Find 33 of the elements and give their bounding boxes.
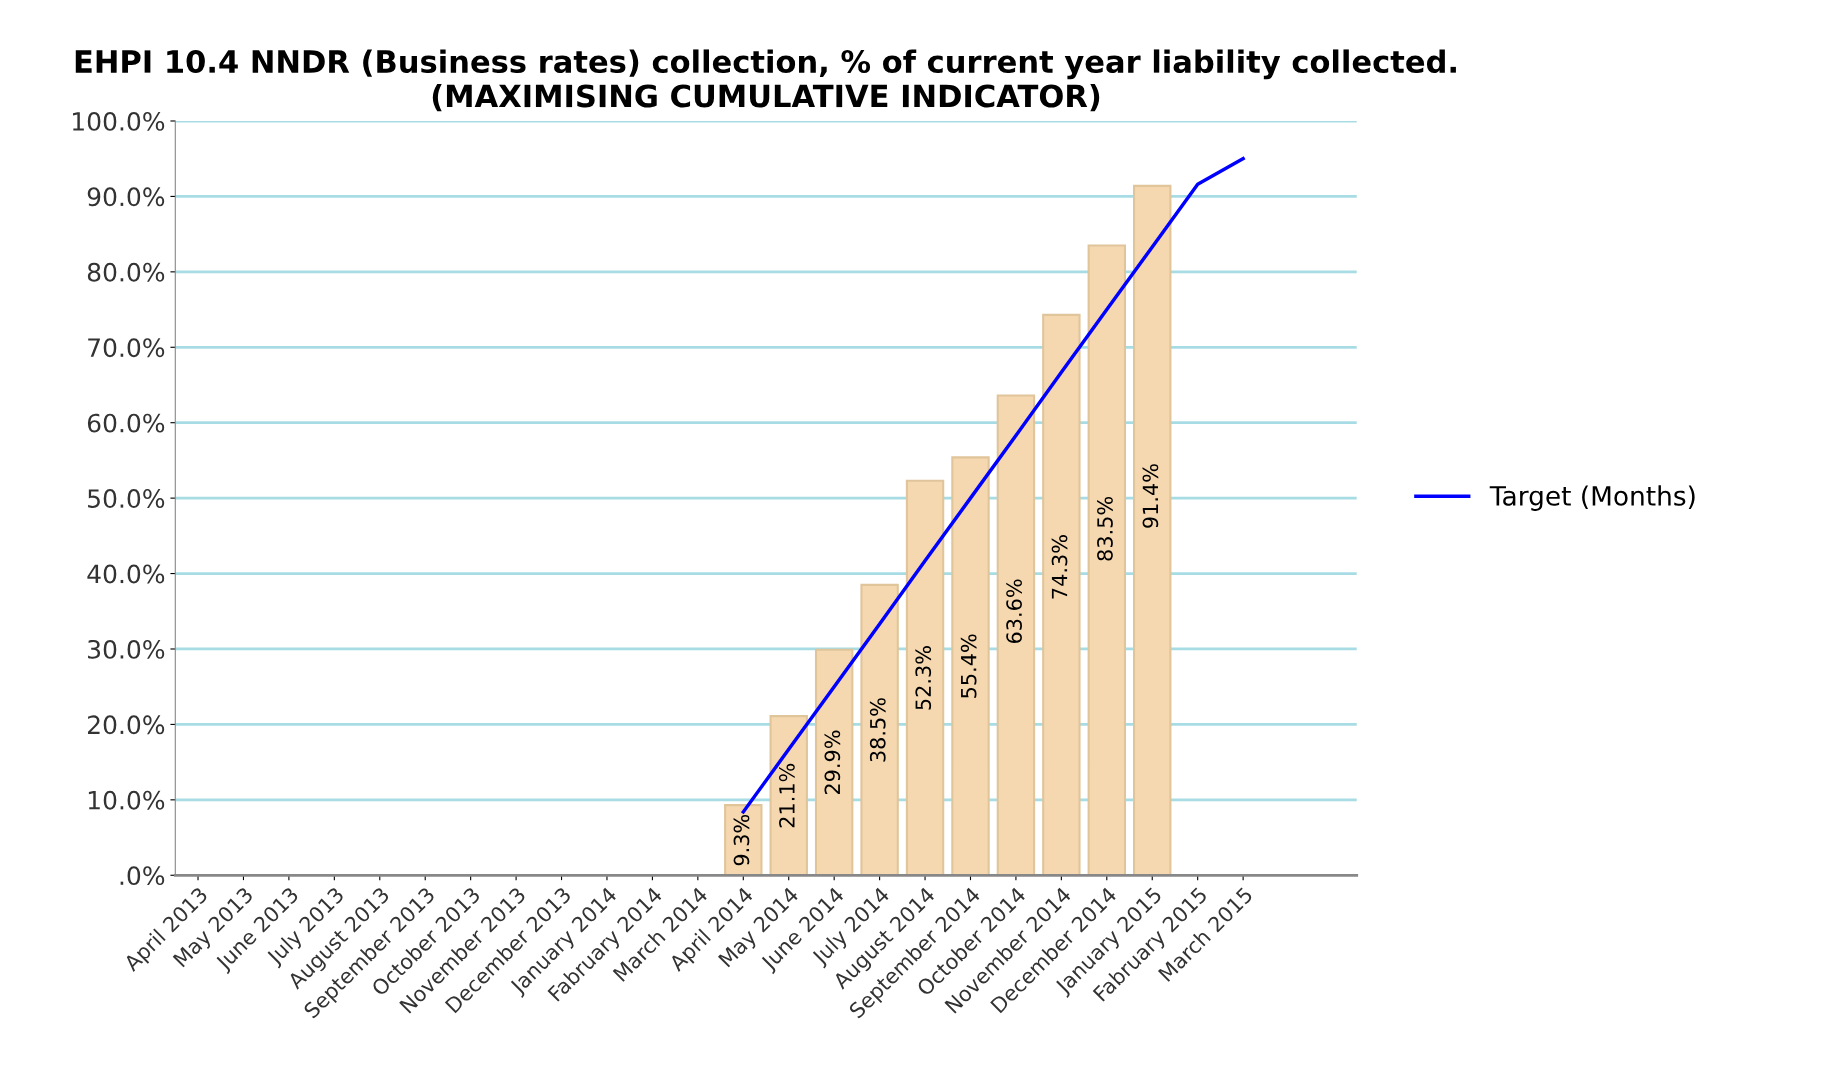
- bar: [769, 715, 808, 876]
- bar: [860, 583, 899, 876]
- y-tick-label: 80.0%: [87, 262, 165, 282]
- bar: [905, 479, 945, 876]
- data-label: 63.6%: [1006, 579, 1022, 644]
- data-label: 9.3%: [733, 814, 750, 866]
- legend-label: Target (Months): [1489, 485, 1695, 511]
- y-tick-label: 20.0%: [87, 715, 165, 735]
- y-tick-label: 50.0%: [88, 489, 165, 508]
- y-tick-label: 70.0%: [88, 338, 165, 358]
- bar: [1042, 313, 1081, 876]
- y-tick-label: 40.0%: [87, 564, 165, 584]
- y-tick-label: 30.0%: [88, 639, 165, 659]
- y-tick-label: .0%: [120, 866, 165, 886]
- data-label: 74.3%: [1051, 535, 1068, 599]
- y-tick-label: 90.0%: [87, 187, 165, 207]
- bar: [996, 394, 1036, 876]
- bar: [1133, 184, 1172, 876]
- y-tick-label: 10.0%: [88, 790, 165, 810]
- data-label: 52.3%: [915, 646, 932, 710]
- y-tick-label: 100.0%: [73, 111, 165, 131]
- data-label: 21.1%: [779, 763, 795, 828]
- data-label: 29.9%: [824, 730, 841, 795]
- chart-title: EHPI 10.4 NNDR (Business rates) collection, % of current year liability collected. (MAXIMISING CUMULATIVE INDICATOR): [75, 49, 1456, 112]
- data-label: 38.5%: [869, 698, 886, 762]
- data-label: 55.4%: [960, 634, 977, 698]
- bar: [814, 648, 854, 876]
- bar: [951, 456, 990, 876]
- data-label: 83.5%: [1097, 496, 1113, 561]
- bar: [724, 804, 763, 876]
- data-label: 91.4%: [1142, 464, 1159, 528]
- y-tick-label: 60.0%: [87, 413, 165, 433]
- bar: [1087, 244, 1127, 876]
